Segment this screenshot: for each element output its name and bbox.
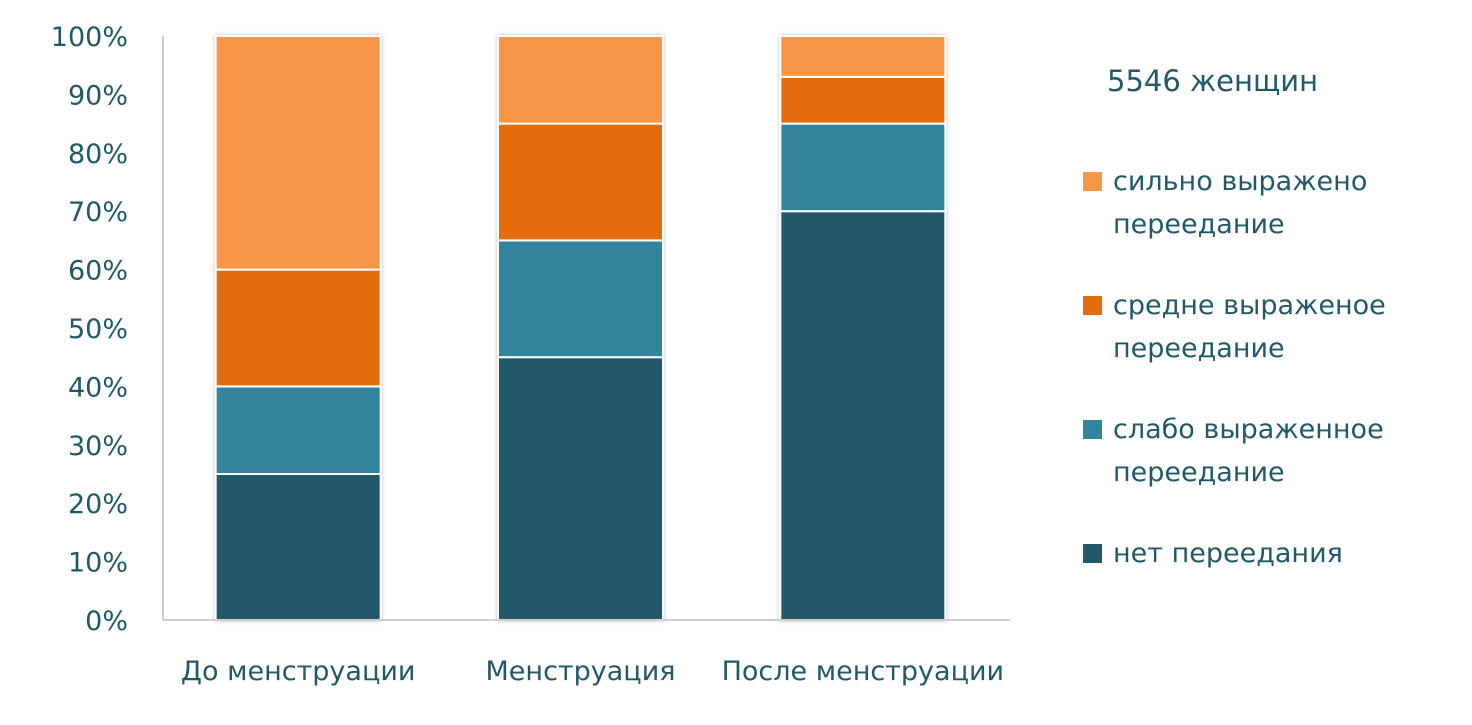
y-tick-label: 50% xyxy=(68,314,128,345)
y-tick-label: 70% xyxy=(68,197,128,228)
legend-label: слабо выраженное переедание xyxy=(1113,414,1384,488)
bar-segment xyxy=(214,35,382,271)
legend-swatch xyxy=(1083,544,1102,563)
bar-segment xyxy=(214,473,382,621)
legend-label: средне выраженое переедание xyxy=(1113,290,1386,364)
bar-segment xyxy=(497,356,664,621)
y-tick-label: 0% xyxy=(85,606,128,637)
legend-title: 5546 женщин xyxy=(1107,64,1319,98)
bar-segment xyxy=(779,35,947,78)
x-tick-label: Менструация xyxy=(486,656,676,687)
x-tick-label: После менструации xyxy=(722,656,1004,687)
y-tick-label: 20% xyxy=(68,489,128,520)
legend-label: сильно выражено переедание xyxy=(1113,166,1368,240)
bar-stack xyxy=(214,35,382,621)
bar-segment xyxy=(497,239,664,359)
y-tick-label: 10% xyxy=(68,548,128,579)
bar-segment xyxy=(779,210,947,621)
y-tick-label: 60% xyxy=(68,256,128,287)
bar-segment xyxy=(214,268,382,388)
bar-segment xyxy=(497,122,664,242)
x-tick-label: До менструации xyxy=(181,656,416,687)
bar-stack xyxy=(497,35,664,621)
legend-swatch xyxy=(1083,172,1102,191)
y-tick-label: 80% xyxy=(68,139,128,170)
legend-swatch xyxy=(1083,420,1102,439)
y-tick-label: 30% xyxy=(68,431,128,462)
y-tick-label: 100% xyxy=(51,22,128,53)
legend-label: нет переедания xyxy=(1113,538,1343,569)
y-tick-label: 40% xyxy=(68,372,128,403)
legend-swatch xyxy=(1083,296,1102,315)
bar-segment xyxy=(779,75,947,125)
bar-segment xyxy=(214,385,382,475)
bar-segment xyxy=(779,122,947,213)
bar-stack xyxy=(779,35,947,621)
bar-segment xyxy=(497,35,664,125)
y-tick-label: 90% xyxy=(68,80,128,111)
